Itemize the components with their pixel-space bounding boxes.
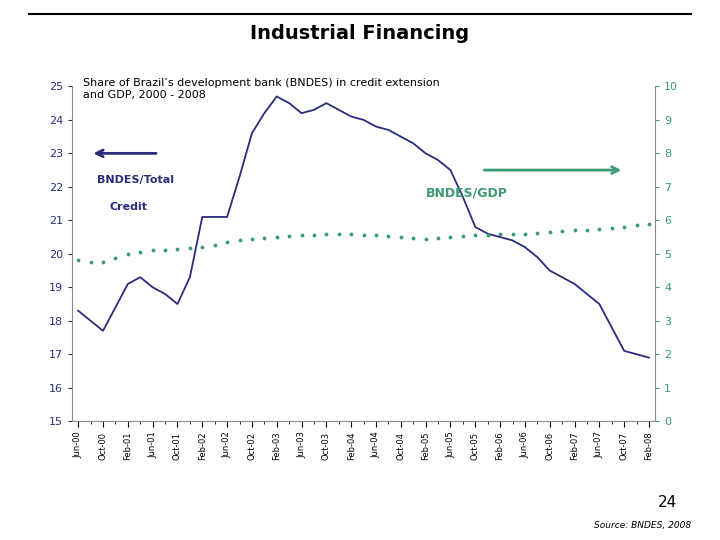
Text: Source: BNDES, 2008: Source: BNDES, 2008 <box>594 521 691 530</box>
Text: 24: 24 <box>657 495 677 510</box>
Text: Industrial Financing: Industrial Financing <box>251 24 469 43</box>
Text: BNDES/Total: BNDES/Total <box>96 176 174 186</box>
Text: BNDES/GDP: BNDES/GDP <box>426 187 508 200</box>
Text: Credit: Credit <box>109 202 147 212</box>
Text: Share of Brazil’s development bank (BNDES) in credit extension
and GDP, 2000 - 2: Share of Brazil’s development bank (BNDE… <box>83 78 439 100</box>
